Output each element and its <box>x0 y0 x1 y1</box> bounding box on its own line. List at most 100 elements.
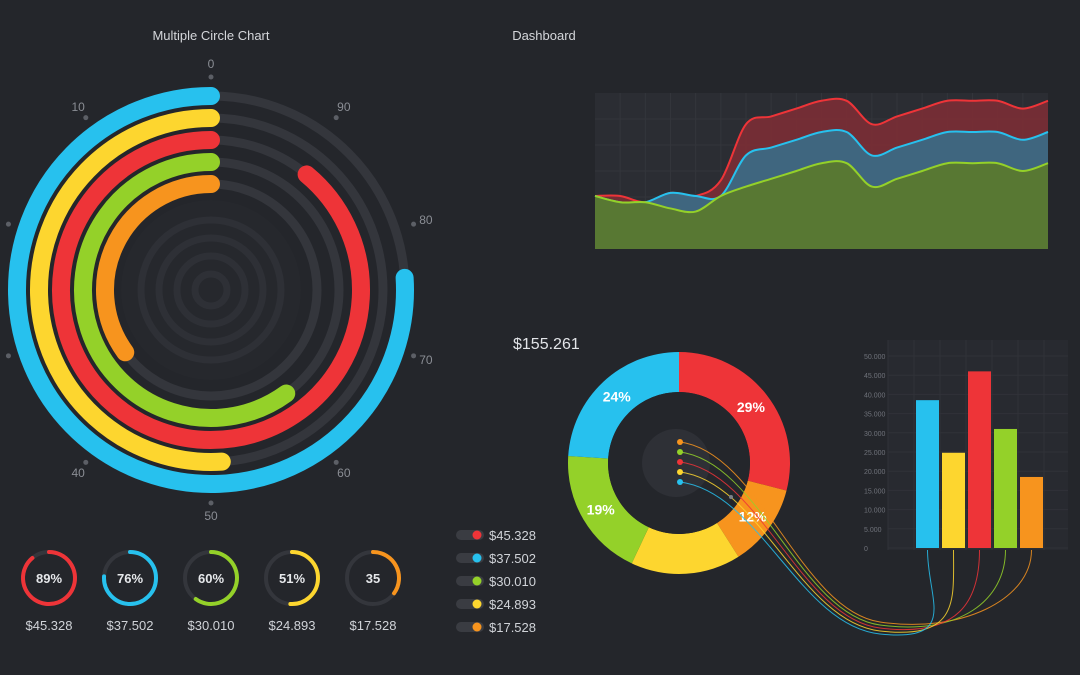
bar-tick-label: 35.000 <box>864 412 886 419</box>
dial-tick <box>411 353 417 359</box>
mini-gauge-arc <box>193 550 239 606</box>
donut-label: 19% <box>587 501 616 517</box>
donut-label: 24% <box>603 389 632 405</box>
mini-gauge-amount: $30.010 <box>188 618 235 633</box>
dial-label: 0 <box>208 57 215 71</box>
connector-line-yellow <box>679 471 955 633</box>
bar-tick-label: 45.000 <box>864 373 886 380</box>
bar-chart: 50.000 45.000 40.000 35.000 30.000 25.000 20.0… <box>864 340 1068 553</box>
radial-arc-yellow <box>30 109 231 471</box>
bar-tick-label: 25.000 <box>864 450 886 457</box>
connector-dot-yellow <box>677 469 683 475</box>
legend-swatch <box>472 599 482 609</box>
legend: $45.328 $37.502 $30.010 $24.893 $17.528 <box>456 528 536 635</box>
bar-tick-label: 15.000 <box>864 488 886 495</box>
inner-decorative-ring <box>155 234 267 346</box>
bar-tick-label: 10.000 <box>864 508 886 515</box>
dial-tick <box>208 74 214 80</box>
dial-label: 60 <box>337 466 351 480</box>
area-fill-green <box>595 161 1048 249</box>
bar-tick-label: 40.000 <box>864 392 886 399</box>
legend-item-orange: $17.528 <box>456 620 536 635</box>
connector-line-blue <box>679 481 935 636</box>
mini-gauge-amount: $24.893 <box>269 618 316 633</box>
legend-swatch <box>472 553 482 563</box>
mini-gauge-arc <box>371 550 401 596</box>
mini-gauge-arc <box>102 550 158 606</box>
mini-gauge-label: 35 <box>366 571 380 586</box>
bar-orange <box>1020 476 1043 548</box>
mini-gauges: 89% $45.328 76% $37.502 60% $30.010 51% $24.893… <box>21 550 401 633</box>
mini-gauge-arc <box>288 550 320 606</box>
bar-tick-label: 5.000 <box>864 527 882 534</box>
legend-item-red: $45.328 <box>456 528 536 543</box>
dial-tick <box>83 459 89 465</box>
inner-decorative-ring <box>173 252 249 328</box>
dial-tick <box>5 221 11 227</box>
dial-label: 40 <box>71 466 85 480</box>
bar-tick-label: 30.000 <box>864 431 886 438</box>
connector-line-red <box>679 461 980 630</box>
mini-gauge-yellow: 51% $24.893 <box>264 550 320 633</box>
legend-amount: $30.010 <box>489 574 536 589</box>
mini-gauge-green: 60% $30.010 <box>183 550 239 633</box>
dial-label: 80 <box>419 213 433 227</box>
donut-slice-blue <box>568 352 679 459</box>
mini-gauge-label: 51% <box>279 571 305 586</box>
bar-tick-label: 50.000 <box>864 354 886 361</box>
radial-arc-red <box>52 131 370 449</box>
area-line-blue <box>594 128 1049 205</box>
area-chart <box>594 93 1049 249</box>
dial-label: 50 <box>204 509 218 523</box>
bar-yellow <box>942 452 965 548</box>
mini-gauge-orange: 35 $17.528 <box>345 550 401 633</box>
mini-gauge-amount: $37.502 <box>107 618 154 633</box>
connector-dot-orange <box>677 439 683 445</box>
radial-arc-orange <box>96 175 220 362</box>
mini-gauge-amount: $17.528 <box>350 618 397 633</box>
radial-arc-green <box>74 153 296 427</box>
legend-amount: $24.893 <box>489 597 536 612</box>
mini-gauge-amount: $45.328 <box>26 618 73 633</box>
legend-swatch <box>472 622 482 632</box>
mini-gauge-label: 76% <box>117 571 143 586</box>
legend-item-blue: $37.502 <box>456 551 536 566</box>
dial-tick <box>333 115 339 121</box>
legend-amount: $45.328 <box>489 528 536 543</box>
bar-green <box>994 428 1017 548</box>
legend-swatch <box>472 576 482 586</box>
dashboard-title: Dashboard <box>512 28 576 43</box>
connector-line-green <box>679 451 1006 628</box>
legend-amount: $37.502 <box>489 551 536 566</box>
dial-label: 10 <box>71 100 85 114</box>
radial-arc-blue <box>8 87 414 493</box>
dial-label: 70 <box>419 353 433 367</box>
donut-center-disc <box>642 429 710 497</box>
connector-line-orange <box>679 441 1032 625</box>
dial-tick <box>83 115 89 121</box>
connector-lines <box>677 439 1032 636</box>
mini-gauge-label: 89% <box>36 571 62 586</box>
connector-dot-blue <box>677 479 683 485</box>
donut-slice-yellow <box>631 522 739 574</box>
donut-slice-red <box>679 352 790 491</box>
donut-slice-green <box>568 456 649 564</box>
dial-tick <box>333 459 339 465</box>
radial-bar-chart: 0 90 80 70 60 50 40 10 <box>5 57 433 523</box>
mini-gauge-red: 89% $45.328 <box>21 550 77 633</box>
donut-label: 29% <box>737 399 766 415</box>
connector-dot-green <box>677 449 683 455</box>
connector-dot <box>729 495 733 499</box>
bar-tick-label: 0 <box>864 546 868 553</box>
circle-chart-title: Multiple Circle Chart <box>152 28 269 43</box>
inner-decorative-ring <box>137 216 285 364</box>
inner-decorative-ring <box>191 270 231 310</box>
mini-gauge-label: 60% <box>198 571 224 586</box>
connector-dot-red <box>677 459 683 465</box>
bar-blue <box>916 400 939 548</box>
legend-amount: $17.528 <box>489 620 536 635</box>
area-line-green <box>594 160 1049 214</box>
dial-tick <box>208 500 214 506</box>
dial-label: 90 <box>337 100 351 114</box>
